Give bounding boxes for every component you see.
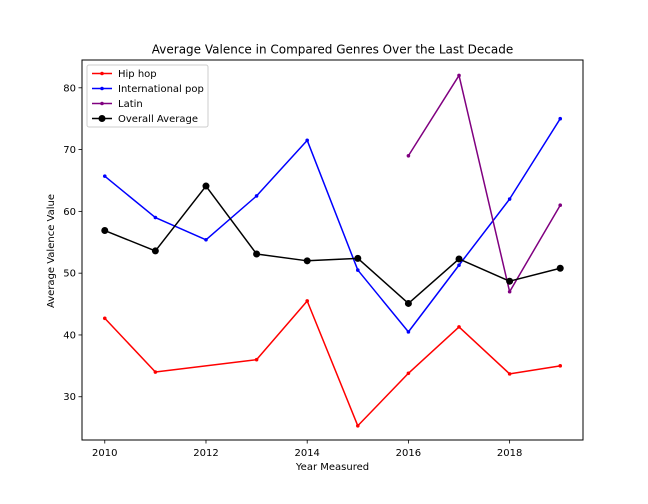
series-layer [101, 73, 564, 428]
series-line-hip-hop [104, 300, 561, 427]
data-point [457, 73, 461, 78]
x-tick-label: 2018 [497, 448, 522, 459]
y-tick-label: 60 [63, 207, 76, 218]
data-point [356, 268, 360, 272]
data-point [507, 197, 512, 201]
legend-marker [98, 115, 106, 122]
data-point [254, 194, 259, 198]
legend-frame [86, 64, 209, 128]
data-point [356, 423, 360, 428]
legend-marker [100, 71, 104, 76]
series-hip-hop [102, 299, 563, 428]
data-point [153, 215, 158, 220]
data-point [558, 364, 563, 368]
data-point [506, 277, 514, 285]
data-point [406, 330, 411, 334]
series-overall-average [101, 182, 564, 307]
y-axis-label: Average Valence Value [46, 194, 57, 308]
series-line-overall-average [104, 185, 561, 305]
data-point [153, 370, 158, 374]
legend-item: Latin [92, 99, 143, 110]
data-point [406, 371, 411, 376]
data-point [202, 182, 210, 190]
x-tick-label: 2010 [92, 448, 117, 459]
data-point [305, 299, 309, 303]
legend-item: International pop [92, 84, 204, 95]
data-point [406, 153, 411, 158]
data-point [558, 116, 563, 121]
x-tick-label: 2014 [294, 448, 319, 459]
axes: 2010 2012 2014 2016 2018 30 40 50 60 70 80 [63, 83, 522, 459]
data-point [151, 247, 159, 255]
data-point [558, 203, 563, 208]
data-point [204, 238, 208, 242]
legend-marker [100, 101, 104, 106]
data-point [507, 372, 512, 376]
data-point [253, 250, 261, 258]
series-international-pop [102, 116, 563, 334]
data-point [102, 174, 107, 178]
data-point [457, 263, 461, 267]
legend-label: International pop [118, 84, 204, 95]
x-tick-label: 2016 [396, 448, 421, 459]
legend-label: Overall Average [118, 114, 198, 125]
series-line-international-pop [104, 118, 561, 333]
legend-item: Hip hop [92, 69, 157, 80]
data-point [102, 316, 107, 321]
data-point [303, 257, 311, 265]
y-tick-label: 40 [63, 330, 76, 341]
legend-marker [100, 86, 104, 91]
chart-title: Average Valence in Compared Genres Over … [152, 43, 513, 57]
x-axis-label: Year Measured [295, 462, 369, 473]
plot-frame [81, 59, 584, 441]
legend-label: Latin [118, 99, 143, 110]
data-point [507, 289, 512, 294]
x-tick-label: 2012 [193, 448, 218, 459]
legend-item: Overall Average [92, 114, 198, 125]
data-point [254, 357, 259, 362]
data-point [455, 255, 463, 263]
series-latin [406, 73, 563, 294]
y-tick-label: 70 [63, 145, 76, 156]
legend: Hip hop International pop Latin Overall Ave… [86, 64, 209, 128]
data-point [305, 138, 309, 143]
data-point [101, 227, 109, 235]
y-tick-label: 50 [63, 269, 76, 280]
y-tick-label: 30 [63, 392, 76, 403]
data-point [457, 325, 461, 329]
y-tick-label: 80 [63, 83, 76, 94]
series-line-latin [407, 74, 561, 293]
legend-label: Hip hop [118, 69, 157, 80]
data-point [354, 254, 362, 262]
data-point [404, 299, 412, 307]
data-point [556, 264, 564, 272]
